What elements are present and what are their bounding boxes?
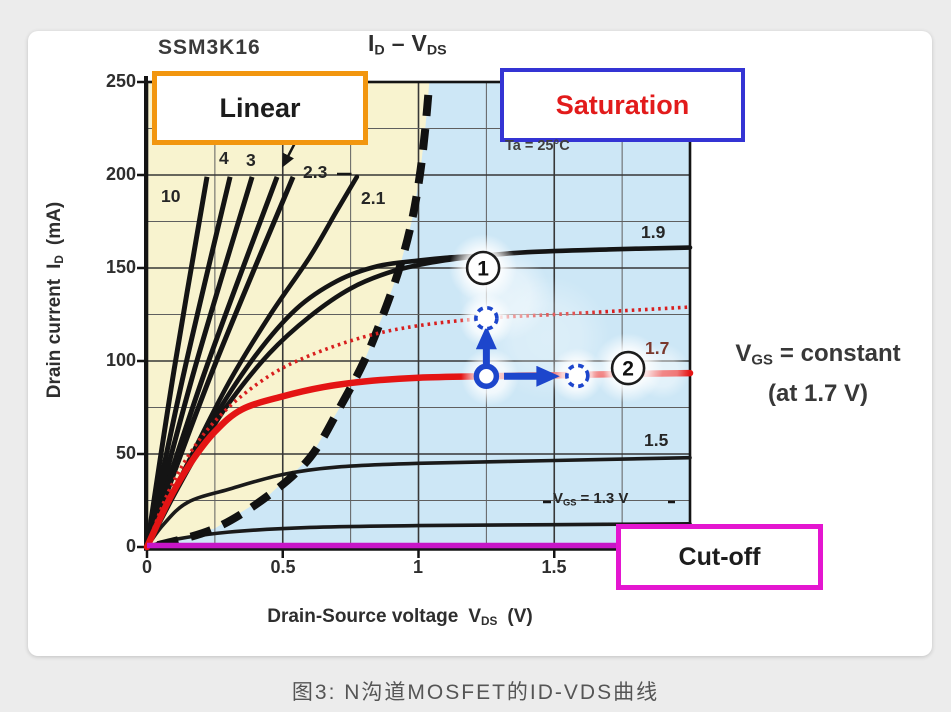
x-axis-symbol-sub: DS: [481, 614, 498, 628]
saturation-region-box: Saturation: [500, 68, 745, 142]
curve-VGS=3V: [144, 176, 255, 548]
curve-label-2-1: 2.1: [361, 188, 386, 208]
x-axis-title: Drain-Source voltage VDS (V): [190, 606, 610, 628]
annotation-number-1: 1: [477, 258, 489, 281]
operating-point-solid-ring: [473, 363, 500, 389]
glow-highlight: [634, 343, 690, 399]
title-i: I: [368, 30, 375, 56]
y-axis-symbol-sub: D: [52, 255, 66, 264]
curve-linear-saturation-boundary: [156, 81, 434, 549]
x-axis-unit: (V): [507, 606, 533, 627]
curve-label-1-9: 1.9: [641, 222, 666, 242]
y-tick-0: 0: [125, 536, 136, 556]
y-tick-150: 150: [105, 257, 136, 277]
cutoff-region-box: Cut-off: [616, 524, 823, 590]
y-tick-250: 250: [105, 71, 136, 91]
device-name: SSM3K16: [158, 36, 261, 59]
chart-title: ID – VDS: [368, 30, 447, 59]
operating-point-dashed-ring: [565, 363, 590, 389]
linear-region-box: Linear: [152, 71, 368, 145]
note-rest: = constant: [779, 340, 901, 367]
curve-label-3: 3: [246, 150, 256, 170]
title-v: V: [411, 30, 427, 56]
y-tick-100: 100: [105, 350, 136, 370]
curve-VGS2.5V: [144, 175, 296, 548]
y-axis-symbol: I: [44, 263, 65, 269]
x-axis-symbol: V: [468, 606, 482, 627]
y-axis-title: Drain current ID (mA): [44, 140, 70, 460]
annotation-circle-1: [465, 250, 501, 286]
curve-label-1-3: VGS = 1.3 V: [553, 490, 628, 507]
note-v-sub: GS: [751, 352, 773, 369]
curve-label-1-5: 1.5: [644, 430, 669, 450]
curve-VGS=1.7V-shifted: [145, 305, 691, 548]
x-tick-0_5: 0.5: [270, 557, 296, 577]
x-axis-label: Drain-Source voltage: [267, 606, 459, 627]
y-axis-unit: (mA): [44, 201, 65, 246]
x-tick-1: 1: [412, 557, 423, 577]
curve-VGS=1.5V: [145, 455, 692, 549]
curve-label-1-3-rest: = 1.3 V: [580, 490, 629, 507]
y-tick-50: 50: [115, 443, 136, 463]
note-v: V: [735, 340, 752, 367]
figure-caption: 图3: N沟道MOSFET的ID-VDS曲线: [291, 681, 660, 704]
x-tick-0: 0: [141, 557, 152, 577]
annotation-number-2: 2: [622, 358, 634, 381]
curve-label-1-7: 1.7: [645, 338, 670, 358]
vgs-constant-note: VGS = constant (at 1.7 V): [703, 334, 933, 413]
y-tick-200: 200: [105, 164, 136, 184]
saturation-region-label: Saturation: [555, 89, 690, 120]
title-separator: –: [391, 30, 405, 56]
curve-label-10: 10: [161, 186, 181, 206]
operating-point-dashed-ring: [474, 305, 499, 331]
curve-VGS=1.3V: [145, 521, 692, 549]
x-tick-1_5: 1.5: [541, 557, 567, 577]
curve-label-1-3-v: V: [553, 490, 564, 507]
y-axis-label: Drain current: [44, 278, 65, 399]
annotation-circle-2: [610, 350, 646, 386]
curve-label-1-3-sub: GS: [563, 497, 577, 508]
title-i-sub: D: [374, 42, 385, 59]
cutoff-region-label: Cut-off: [678, 542, 761, 571]
note-line2: (at 1.7 V): [767, 379, 869, 407]
curve-label-2-3: 2.3: [303, 162, 328, 182]
linear-region-label: Linear: [219, 92, 301, 123]
title-v-sub: DS: [426, 42, 447, 59]
curve-label-4: 4: [219, 148, 229, 168]
temperature-condition: Ta = 25°C: [505, 138, 570, 154]
